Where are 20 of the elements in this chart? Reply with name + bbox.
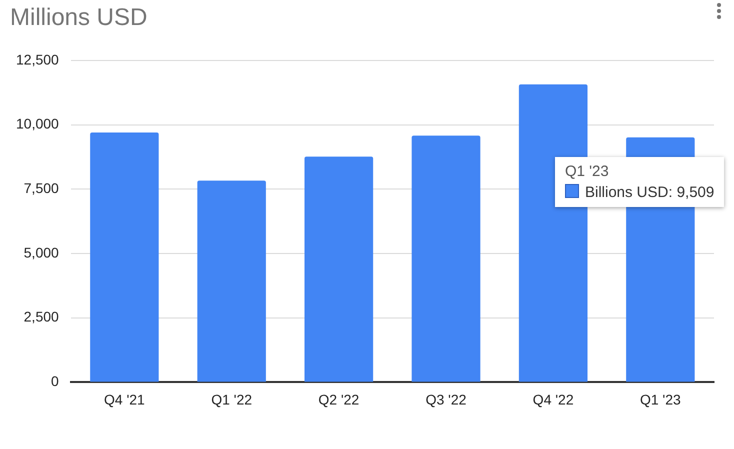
x-tick-label: Q4 '22 xyxy=(532,391,574,408)
x-tick-label: Q1 '22 xyxy=(211,391,252,408)
y-tick-label: 2,500 xyxy=(24,308,60,325)
bar xyxy=(412,136,480,382)
bar xyxy=(90,132,159,382)
x-tick-label: Q1 '23 xyxy=(640,391,682,408)
bar xyxy=(518,84,588,382)
x-tick-label: Q2 '22 xyxy=(318,391,360,408)
bar xyxy=(197,180,266,382)
y-tick-label: 0 xyxy=(51,373,60,390)
x-tick-label: Q3 '22 xyxy=(426,391,467,408)
chart-title: Millions USD xyxy=(10,4,148,32)
y-tick-label: 7,500 xyxy=(24,180,60,196)
annotation: Q1 '23 xyxy=(565,162,609,180)
y-tick-label: 12,500 xyxy=(16,51,60,68)
y-tick-label: 5,000 xyxy=(24,244,60,260)
bar xyxy=(304,156,374,382)
y-tick-label: 10,000 xyxy=(16,116,60,132)
annotation: Billions USD: 9,509 xyxy=(585,184,714,201)
x-tick-label: Q4 '21 xyxy=(104,391,146,408)
